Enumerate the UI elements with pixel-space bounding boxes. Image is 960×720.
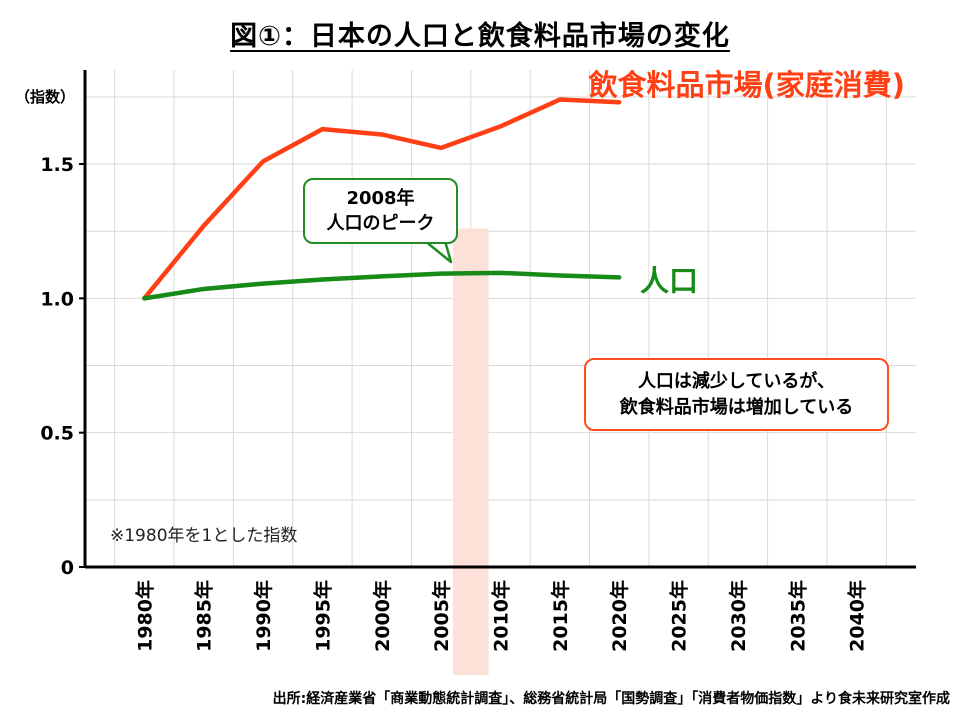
- x-tick-label: 1990年: [252, 580, 275, 652]
- axes: [79, 70, 916, 569]
- series-line: [142, 97, 622, 301]
- series-line: [142, 270, 622, 301]
- chart-title: 図①：日本の人口と飲食料品市場の変化: [230, 21, 730, 52]
- series-lines: [142, 97, 622, 301]
- x-tick-label: 2030年: [727, 580, 750, 652]
- grid: [85, 70, 916, 567]
- peak-callout: 2008年 人口のピーク: [303, 178, 458, 244]
- y-tick-label: 0: [61, 557, 74, 579]
- index-footnote: ※1980年を1とした指数: [110, 526, 298, 546]
- peak-callout-line-1: 2008年: [346, 188, 415, 209]
- axis-labels: 0 0.5 1.0 1.5 1980年 1985年 1990年 1995年 2000年 2005年…: [40, 154, 868, 652]
- series-label-food-market: 飲食料品市場(家庭消費): [588, 68, 905, 102]
- y-axis-unit-label: （指数）: [15, 88, 76, 106]
- y-tick-label: 0.5: [40, 423, 74, 445]
- peak-highlight-rect: [453, 228, 489, 676]
- series-label-population: 人口: [640, 264, 698, 298]
- source-note: 出所:経済産業省「商業動態統計調査」、総務省統計局「国勢調査」「消費者物価指数」…: [272, 691, 950, 707]
- x-tick-label: 1980年: [133, 580, 156, 652]
- series-labels: 飲食料品市場(家庭消費) 人口: [588, 68, 905, 298]
- y-tick-label: 1.0: [40, 288, 74, 310]
- peak-callout-line-2: 人口のピーク: [326, 213, 435, 234]
- trend-callout: 人口は減少しているが、 飲食料品市場は増加している: [584, 358, 889, 431]
- x-tick-label: 2000年: [371, 580, 394, 652]
- y-tick-label: 1.5: [40, 154, 74, 176]
- x-tick-label: 1995年: [311, 580, 334, 652]
- x-tick-label: 1985年: [193, 580, 216, 652]
- peak-highlight-band: [453, 228, 489, 676]
- x-tick-label: 2025年: [668, 580, 691, 652]
- x-tick-label: 2035年: [786, 580, 809, 652]
- peak-callout-tail: [423, 239, 453, 264]
- x-tick-label: 2005年: [430, 580, 453, 652]
- callout-tail: [423, 239, 453, 264]
- x-tick-label: 2015年: [549, 580, 572, 652]
- trend-callout-line-1: 人口は減少しているが、: [637, 371, 836, 392]
- trend-callout-line-2: 飲食料品市場は増加している: [619, 397, 854, 418]
- x-tick-label: 2010年: [490, 580, 513, 652]
- x-tick-label: 2020年: [608, 580, 631, 652]
- x-tick-label: 2040年: [846, 580, 869, 652]
